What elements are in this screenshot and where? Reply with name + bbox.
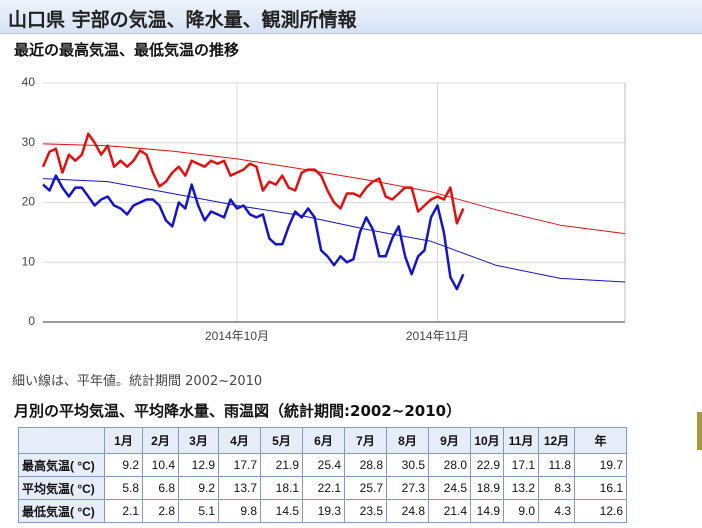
table-cell: 18.1 xyxy=(260,476,303,500)
table-cell: 2.8 xyxy=(142,499,179,523)
x-tick-label: 2014年10月 xyxy=(205,329,269,343)
column-header: 8月 xyxy=(386,427,429,454)
section-title: 月別の平均気温、平均降水量、雨温図（統計期間:2002~2010） xyxy=(14,402,462,420)
column-header: 3月 xyxy=(178,427,219,454)
note: 細い線は、平年値。統計期間 2002~2010 xyxy=(12,374,263,389)
line-series xyxy=(42,143,626,235)
table-cell: 19.7 xyxy=(574,453,627,477)
y-tick-label: 0 xyxy=(28,314,35,328)
table-cell: 18.9 xyxy=(470,476,504,500)
line-series xyxy=(42,174,465,291)
climate-table: 1月 2月 3月 4月 5月 6月 7月 8月 9月 10月 11月 12月年 最高気温( °C) 9.… xyxy=(18,427,627,523)
side-tab xyxy=(697,412,702,450)
line-series xyxy=(41,132,465,225)
header-title: 山口県 宇部の気温、降水量、観測所情報 xyxy=(8,9,357,31)
table-cell: 27.3 xyxy=(386,476,429,500)
table-cell: 4.3 xyxy=(538,499,575,523)
table-cell: 23.5 xyxy=(344,499,387,523)
table-cell: 12.9 xyxy=(178,453,219,477)
column-header: 4月 xyxy=(218,427,261,454)
table-cell: 6.8 xyxy=(142,476,179,500)
column-header: 2月 xyxy=(142,427,179,454)
table-row: 最低気温( °C) 2.1 2.8 5.1 9.8 14.5 19.3 23.5 24.8 21.… xyxy=(18,499,627,523)
y-tick-label: 10 xyxy=(22,254,36,268)
column-header: 1月 xyxy=(104,427,143,454)
column-header: 7月 xyxy=(344,427,387,454)
table-cell: 9.2 xyxy=(178,476,219,500)
header: 山口県 宇部の気温、降水量、観測所情報 xyxy=(0,0,702,34)
column-header: 10月 xyxy=(470,427,504,454)
column-header: 9月 xyxy=(428,427,471,454)
table-cell: 21.9 xyxy=(260,453,303,477)
column-header: 12月 xyxy=(538,427,575,454)
column-header: 6月 xyxy=(302,427,345,454)
table-cell: 10.4 xyxy=(142,453,179,477)
table-cell: 5.8 xyxy=(104,476,143,500)
line-series xyxy=(42,178,626,283)
row-label: 最高気温( °C) xyxy=(18,453,105,477)
table-row: 最高気温( °C) 9.2 10.4 12.9 17.7 21.9 25.4 28.8 30.5… xyxy=(18,453,627,477)
table-cell: 17.1 xyxy=(503,453,539,477)
table-cell: 13.7 xyxy=(218,476,261,500)
x-tick-label: 2014年11月 xyxy=(406,329,469,343)
y-tick-label: 40 xyxy=(22,75,36,89)
column-header: 11月 xyxy=(503,427,539,454)
table-cell: 19.3 xyxy=(302,499,345,523)
section-title: 最近の最高気温、最低気温の推移 xyxy=(14,41,240,59)
table-cell: 9.2 xyxy=(104,453,143,477)
table-cell: 28.0 xyxy=(428,453,471,477)
table-cell: 2.1 xyxy=(104,499,143,523)
table-row: 平均気温( °C) 5.8 6.8 9.2 13.7 18.1 22.1 25.7 27.3 24… xyxy=(18,476,627,500)
table-cell: 22.1 xyxy=(302,476,345,500)
table-cell: 8.3 xyxy=(538,476,575,500)
table-cell: 9.0 xyxy=(503,499,539,523)
table-cell: 9.8 xyxy=(218,499,261,523)
column-header: 5月 xyxy=(260,427,303,454)
table-cell: 5.1 xyxy=(178,499,219,523)
table-cell: 21.4 xyxy=(428,499,471,523)
column-header: 年 xyxy=(574,427,627,454)
table-cell: 24.8 xyxy=(386,499,429,523)
y-tick-label: 20 xyxy=(22,195,36,209)
table-cell: 24.5 xyxy=(428,476,471,500)
y-tick-label: 30 xyxy=(22,135,36,149)
chart: 0 10 20 30 40 2014年10月 2014年11月 xyxy=(22,75,626,343)
row-label: 最低気温( °C) xyxy=(18,499,105,523)
table-cell: 30.5 xyxy=(386,453,429,477)
table-cell: 13.2 xyxy=(503,476,539,500)
table-cell: 12.6 xyxy=(574,499,627,523)
table-cell: 14.5 xyxy=(260,499,303,523)
table-cell: 14.9 xyxy=(470,499,504,523)
table-cell: 22.9 xyxy=(470,453,504,477)
table-cell: 16.1 xyxy=(574,476,627,500)
row-label: 平均気温( °C) xyxy=(18,476,105,500)
corner-cell xyxy=(18,427,105,454)
table-cell: 25.4 xyxy=(302,453,345,477)
table-cell: 25.7 xyxy=(344,476,387,500)
table-cell: 28.8 xyxy=(344,453,387,477)
table-cell: 17.7 xyxy=(218,453,261,477)
table-cell: 11.8 xyxy=(538,453,575,477)
